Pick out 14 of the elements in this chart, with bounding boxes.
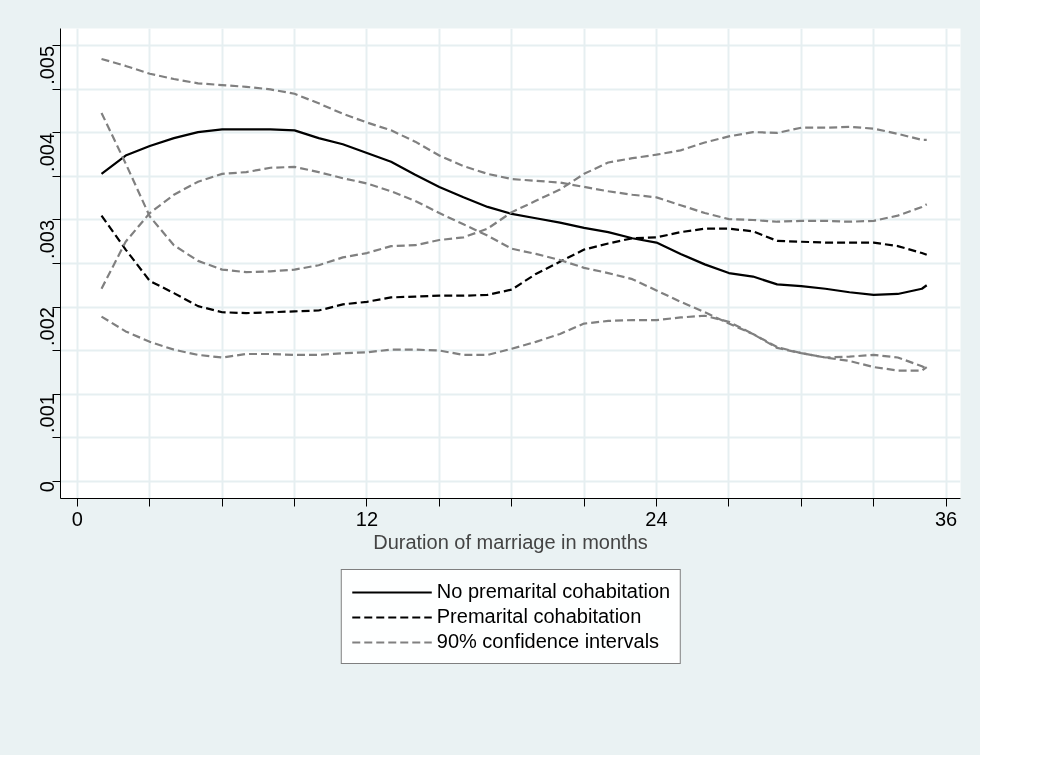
y-tick-label: 0 [36, 481, 59, 493]
legend-label: No premarital cohabitation [436, 580, 671, 603]
legend-label: 90% confidence intervals [436, 630, 660, 653]
x-axis-title: Duration of marriage in months [373, 530, 648, 553]
y-tick-label: .002 [36, 307, 59, 346]
y-tick-label: .001 [36, 394, 59, 433]
legend-label: Premarital cohabitation [436, 605, 642, 628]
y-tick-label: .005 [36, 45, 59, 85]
x-tick-label: 24 [645, 507, 668, 530]
y-tick-label: .004 [36, 132, 59, 172]
x-tick-label: 0 [71, 507, 83, 530]
y-tick-label: .003 [36, 219, 59, 259]
x-tick-label: 12 [355, 507, 379, 530]
x-tick-label: 36 [934, 507, 958, 530]
